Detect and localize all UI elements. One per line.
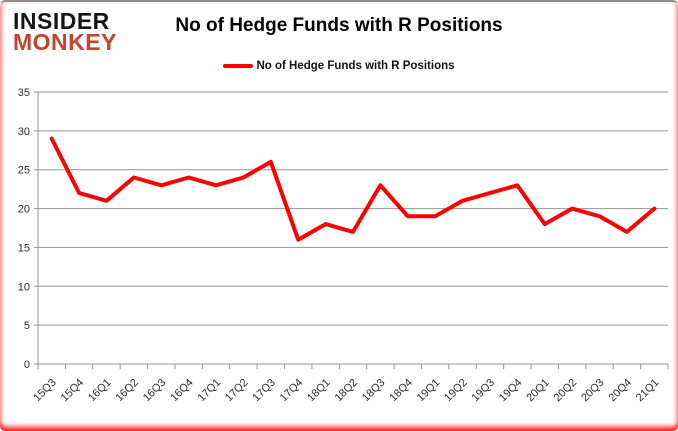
x-axis-label: 21Q1	[634, 377, 662, 405]
x-axis-label: 16Q1	[86, 377, 114, 405]
x-axis-label: 16Q2	[113, 377, 141, 405]
y-axis-label: 5	[24, 320, 30, 332]
x-axis-ticks	[37, 364, 669, 369]
x-axis-label: 15Q4	[59, 377, 87, 405]
x-axis-label: 20Q4	[607, 377, 635, 405]
insider-monkey-logo: INSIDER MONKEY	[13, 8, 117, 55]
y-axis-label: 20	[18, 204, 30, 216]
legend: No of Hedge Funds with R Positions	[0, 60, 678, 72]
y-axis-label: 10	[18, 281, 30, 293]
x-axis-label: 16Q4	[168, 377, 196, 405]
x-axis-label: 18Q4	[387, 377, 415, 405]
x-axis-label: 19Q2	[442, 377, 470, 405]
gridlines	[38, 91, 668, 365]
logo-line-monkey: MONKEY	[13, 29, 117, 55]
x-axis-labels: 15Q3 15Q4 16Q1 16Q2 16Q3 16Q4 17Q1 17Q2 17Q3 17Q4…	[31, 377, 661, 405]
x-axis-label: 17Q2	[223, 377, 251, 405]
y-axis-label: 0	[24, 359, 30, 371]
y-axis-label: 35	[18, 87, 30, 99]
legend-line-marker-icon	[223, 64, 254, 68]
y-axis-label: 25	[18, 165, 30, 177]
x-axis-label: 20Q3	[579, 377, 607, 405]
x-axis-label: 20Q2	[552, 377, 580, 405]
x-axis-label: 15Q3	[31, 377, 59, 405]
x-axis-label: 17Q3	[250, 377, 278, 405]
x-axis-label: 19Q1	[415, 377, 443, 405]
chart-title: No of Hedge Funds with R Positions	[175, 15, 503, 36]
series-line	[49, 136, 657, 242]
x-axis-label: 19Q4	[497, 377, 525, 405]
y-axis-label: 15	[18, 242, 30, 254]
x-axis-label: 18Q2	[333, 377, 361, 405]
y-axis-labels: 0 5 10 15 20 25 30 35	[18, 87, 30, 371]
x-axis-label: 17Q1	[196, 377, 224, 405]
x-axis-label: 16Q3	[141, 377, 169, 405]
x-axis-label: 20Q1	[524, 377, 552, 405]
legend-label: No of Hedge Funds with R Positions	[256, 60, 455, 72]
x-axis-label: 18Q3	[360, 377, 388, 405]
x-axis-label: 19Q3	[470, 377, 498, 405]
x-axis-label: 18Q1	[305, 377, 333, 405]
x-axis-label: 17Q4	[278, 377, 306, 405]
y-axis-ticks	[34, 91, 38, 365]
y-axis-label: 30	[18, 126, 30, 138]
logo-line-insider: INSIDER	[13, 8, 110, 34]
